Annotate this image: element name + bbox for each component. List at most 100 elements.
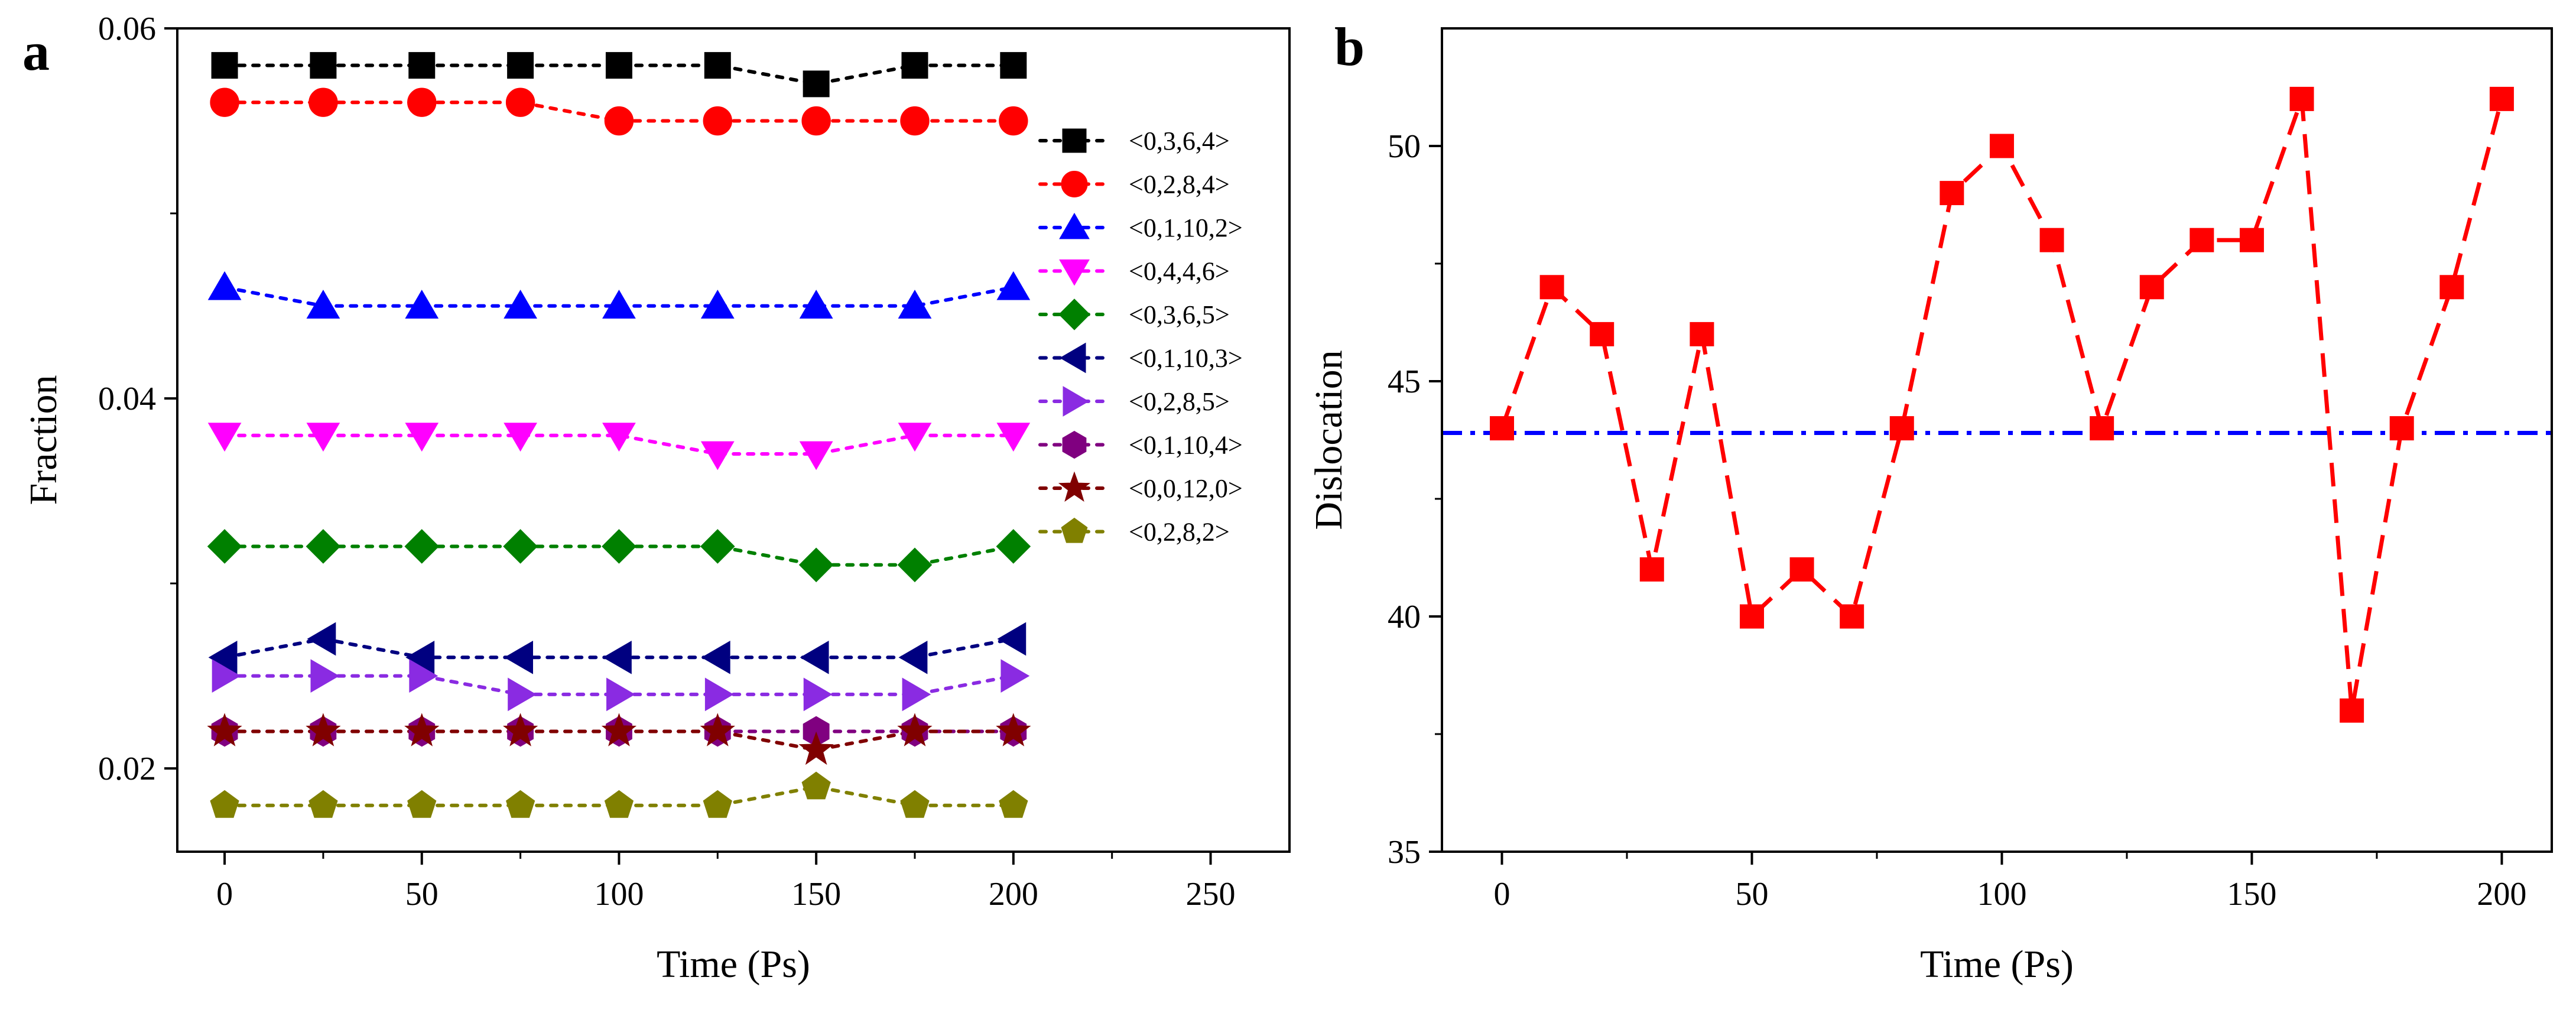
data-point <box>1639 557 1664 582</box>
panel-a-x-axis-title: Time (Ps) <box>657 943 810 986</box>
legend-item: <0,0,12,0> <box>1038 471 1243 503</box>
b-y-tick-label: 45 <box>1388 363 1421 400</box>
data-point <box>799 290 833 319</box>
legend-label: <0,3,6,4> <box>1129 126 1230 155</box>
data-point <box>603 640 632 674</box>
legend-item: <0,3,6,5> <box>1038 298 1230 330</box>
data-point <box>1789 557 1814 582</box>
data-point <box>2489 86 2514 111</box>
series-line <box>223 544 1015 567</box>
data-point <box>207 271 242 300</box>
data-point <box>2039 228 2064 252</box>
data-point <box>898 290 932 319</box>
legend-item: <0,3,6,4> <box>1038 126 1230 155</box>
legend-marker <box>1063 386 1089 417</box>
data-point <box>897 547 933 583</box>
a-y-tick-label: 0.02 <box>98 751 156 787</box>
data-point <box>701 640 730 674</box>
data-point <box>700 529 735 564</box>
data-point <box>704 677 734 712</box>
legend-label: <0,2,8,4> <box>1129 170 1230 199</box>
data-point <box>405 640 435 674</box>
data-point <box>1739 604 1764 629</box>
data-point <box>799 441 833 470</box>
data-point <box>507 52 534 79</box>
legend-marker <box>1060 342 1086 374</box>
data-point <box>306 713 341 746</box>
a-y-tick-label: 0.04 <box>98 381 156 417</box>
data-point <box>1940 181 1964 206</box>
data-point <box>503 529 538 564</box>
data-point <box>996 529 1031 564</box>
data-point <box>1490 416 1515 441</box>
data-point <box>508 677 537 712</box>
data-point <box>310 659 340 693</box>
legend-item: <0,2,8,2> <box>1038 518 1230 547</box>
a-y-tick-label: 0.06 <box>98 11 156 47</box>
data-point <box>604 790 634 818</box>
data-point <box>997 622 1026 656</box>
panel-a-y-axis-title: Fraction <box>22 375 65 505</box>
data-point <box>2239 228 2264 252</box>
data-point <box>605 52 632 79</box>
data-point <box>704 52 731 79</box>
legend-marker <box>1062 128 1087 153</box>
data-point <box>2090 416 2114 441</box>
series-line <box>223 63 1015 86</box>
data-point <box>700 441 735 470</box>
panel-a-chart: a 0 50 100 150 200 250 0.02 0.04 0.06 <0,3,6,4> <… <box>22 11 1291 986</box>
data-point <box>212 659 241 693</box>
data-point <box>505 87 535 117</box>
data-point <box>602 290 636 319</box>
legend-item: <0,4,4,6> <box>1038 257 1230 286</box>
data-point <box>210 87 239 117</box>
data-point <box>504 640 534 674</box>
data-point <box>703 106 733 136</box>
data-point <box>407 790 437 818</box>
data-point <box>211 52 238 79</box>
data-point <box>306 423 340 452</box>
b-x-tick-label: 50 <box>1735 876 1768 913</box>
data-point <box>801 771 831 800</box>
legend-marker <box>1058 471 1091 502</box>
data-point <box>601 713 637 746</box>
data-point <box>506 790 535 818</box>
b-y-tick-label: 50 <box>1388 128 1421 165</box>
data-point <box>902 677 931 712</box>
legend-label: <0,1,10,3> <box>1129 344 1243 373</box>
legend-label: <0,0,12,0> <box>1129 474 1243 503</box>
data-point <box>2289 86 2314 111</box>
b-y-tick-label: 40 <box>1388 599 1421 635</box>
data-point <box>2340 698 2364 723</box>
panel-b-letter: b <box>1334 17 1365 77</box>
data-point <box>306 290 340 319</box>
panel-b-plot-frame <box>1441 27 2553 853</box>
data-point <box>306 529 341 564</box>
data-point <box>996 713 1031 746</box>
data-point <box>602 423 636 452</box>
data-point <box>207 529 242 564</box>
a-x-tick-label: 150 <box>791 876 841 913</box>
data-point <box>404 529 440 564</box>
data-point <box>800 640 829 674</box>
legend-label: <0,3,6,5> <box>1129 300 1230 329</box>
data-point <box>898 423 932 452</box>
data-point <box>2190 228 2214 252</box>
a-x-tick-label: 0 <box>216 876 233 913</box>
data-point <box>606 677 635 712</box>
data-point <box>798 547 834 583</box>
data-point <box>900 790 930 818</box>
legend-marker <box>1061 171 1088 197</box>
data-point <box>900 106 930 136</box>
a-x-tick-label: 50 <box>405 876 438 913</box>
legend-marker <box>1059 259 1090 286</box>
data-point <box>207 713 242 746</box>
data-point <box>999 106 1028 136</box>
data-point <box>2139 275 2164 300</box>
legend-item: <0,1,10,4> <box>1038 431 1243 460</box>
series-line <box>223 785 1015 807</box>
panel-a-letter: a <box>22 21 50 82</box>
data-point <box>407 87 437 117</box>
data-point <box>803 677 833 712</box>
legend-marker <box>1059 213 1090 239</box>
